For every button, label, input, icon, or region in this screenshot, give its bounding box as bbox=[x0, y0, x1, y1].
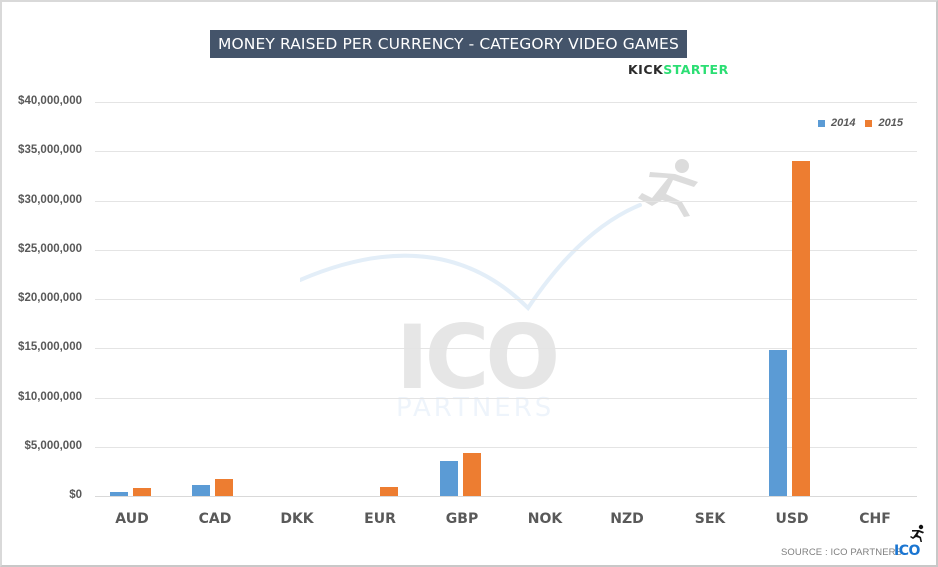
legend-label-2015: 2015 bbox=[878, 117, 903, 129]
x-tick-label-usd: USD bbox=[775, 511, 809, 527]
gridline bbox=[95, 250, 917, 251]
x-tick-label-nzd: NZD bbox=[610, 511, 644, 527]
chart-title: MONEY RAISED PER CURRENCY - CATEGORY VID… bbox=[210, 30, 687, 58]
y-tick-label: $30,000,000 bbox=[18, 193, 82, 206]
chart-legend: 2014 2015 bbox=[818, 117, 903, 129]
x-tick-label-eur: EUR bbox=[364, 511, 396, 527]
bar-cad-2015 bbox=[215, 479, 234, 496]
source-text: SOURCE : ICO PARTNERS bbox=[781, 547, 903, 558]
legend-item-2015: 2015 bbox=[865, 117, 903, 129]
ico-logo: ICO bbox=[894, 543, 920, 559]
x-tick-label-gbp: GBP bbox=[445, 511, 479, 527]
x-tick-label-sek: SEK bbox=[694, 511, 726, 527]
gridline bbox=[95, 348, 917, 349]
x-tick-label-nok: NOK bbox=[527, 511, 563, 527]
bar-gbp-2014 bbox=[439, 461, 458, 496]
x-tick-label-cad: CAD bbox=[198, 511, 232, 527]
x-axis-line bbox=[95, 496, 917, 497]
y-tick-label: $0 bbox=[69, 489, 82, 501]
bar-usd-2014 bbox=[769, 350, 788, 496]
gridline bbox=[95, 200, 917, 202]
y-tick-label: $35,000,000 bbox=[18, 144, 82, 156]
gridline bbox=[95, 397, 917, 399]
bar-aud-2015 bbox=[133, 488, 151, 496]
kickstarter-logo: KICKSTARTER bbox=[628, 62, 729, 77]
plot-area bbox=[95, 102, 917, 497]
bar-eur-2015 bbox=[380, 487, 399, 496]
legend-swatch-2014 bbox=[818, 119, 825, 127]
gridline bbox=[95, 299, 917, 300]
bar-gbp-2015 bbox=[462, 452, 481, 496]
runner-icon bbox=[910, 524, 924, 542]
y-tick-label: $5,000,000 bbox=[24, 440, 82, 452]
x-tick-label-chf: CHF bbox=[859, 511, 891, 527]
bar-aud-2014 bbox=[110, 492, 128, 496]
gridline bbox=[95, 447, 917, 448]
y-axis: $40,000,000 $35,000,000 $30,000,000 $25,… bbox=[0, 95, 82, 501]
y-tick-label: $25,000,000 bbox=[18, 243, 82, 255]
legend-item-2014: 2014 bbox=[818, 117, 855, 129]
x-tick-label-dkk: DKK bbox=[280, 511, 314, 527]
gridline bbox=[95, 102, 917, 103]
x-tick-label-aud: AUD bbox=[115, 511, 149, 527]
bar-usd-2015 bbox=[792, 161, 811, 496]
y-tick-label: $20,000,000 bbox=[18, 292, 82, 304]
y-tick-label: $15,000,000 bbox=[18, 341, 82, 353]
kickstarter-logo-kick: KICK bbox=[628, 62, 664, 77]
y-tick-label: $40,000,000 bbox=[18, 95, 82, 107]
gridline bbox=[95, 151, 917, 152]
legend-swatch-2015 bbox=[865, 119, 873, 127]
y-tick-label: $10,000,000 bbox=[18, 390, 82, 403]
bar-cad-2014 bbox=[192, 485, 211, 496]
kickstarter-logo-starter: STARTER bbox=[663, 62, 729, 77]
legend-label-2014: 2014 bbox=[831, 117, 856, 129]
